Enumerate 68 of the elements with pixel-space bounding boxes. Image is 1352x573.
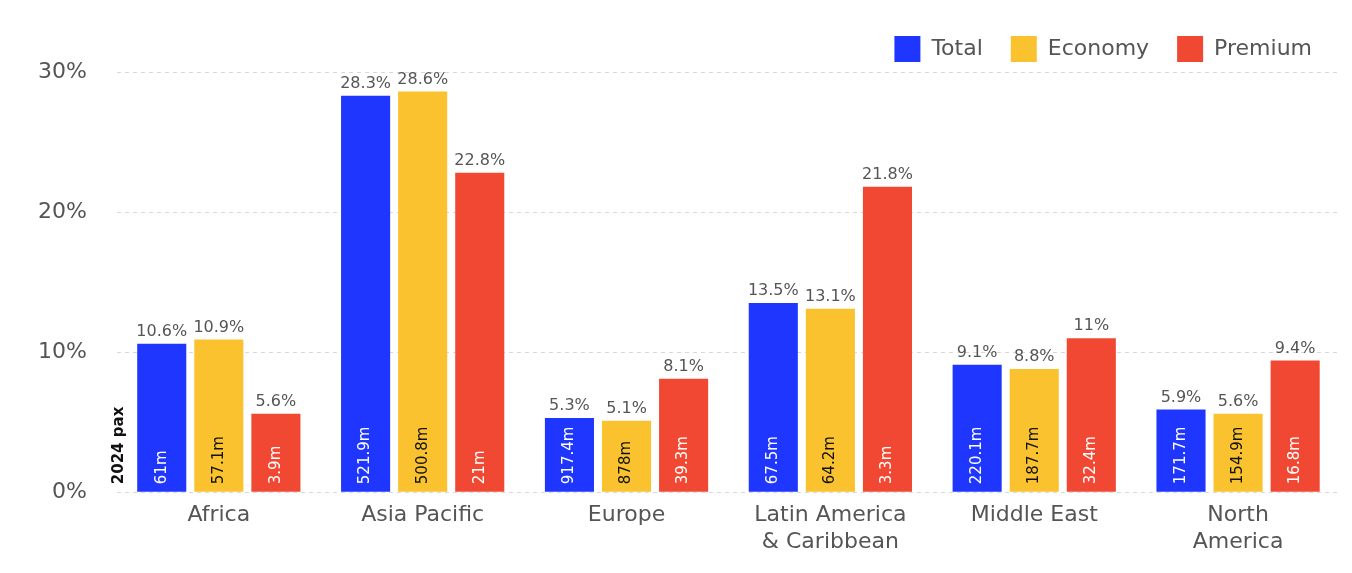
annotation: 187.7m bbox=[1024, 426, 1043, 485]
bar bbox=[1066, 338, 1116, 492]
x-tick-label: Africa bbox=[187, 501, 251, 527]
annotation: 917.4m bbox=[559, 426, 578, 485]
bar bbox=[952, 364, 1002, 492]
data-label: 13.5% bbox=[747, 280, 799, 300]
data-label: 5.6% bbox=[255, 390, 297, 410]
legend-label: Premium bbox=[1214, 34, 1313, 60]
bar bbox=[341, 95, 391, 492]
data-label: 10.6% bbox=[136, 320, 188, 340]
bar bbox=[862, 186, 912, 492]
bar bbox=[1156, 409, 1206, 492]
bar bbox=[251, 413, 301, 492]
data-label: 8.1% bbox=[663, 355, 704, 375]
data-label: 5.3% bbox=[549, 395, 590, 415]
data-label: 13.1% bbox=[804, 285, 856, 305]
y-tick-label: 0% bbox=[51, 477, 87, 503]
annotation: 171.7m bbox=[1170, 426, 1189, 485]
bar bbox=[398, 91, 448, 492]
annotation: 21m bbox=[469, 450, 488, 485]
data-label: 28.3% bbox=[340, 72, 392, 92]
bar bbox=[748, 303, 798, 492]
data-label: 28.6% bbox=[397, 68, 449, 88]
x-tick-label: Asia Pacific bbox=[361, 501, 485, 527]
annotation: 2024 pax bbox=[109, 406, 128, 485]
annotation: 16.8m bbox=[1285, 436, 1304, 485]
data-label: 9.4% bbox=[1274, 337, 1316, 357]
bar bbox=[1009, 368, 1059, 492]
annotation: 39.3m bbox=[673, 436, 692, 485]
data-label: 5.9% bbox=[1160, 386, 1202, 406]
x-tick-label: Latin America & Caribbean bbox=[754, 501, 907, 553]
data-label: 21.8% bbox=[862, 164, 913, 184]
y-tick-label: 30% bbox=[37, 57, 87, 83]
annotation: 154.9m bbox=[1227, 426, 1246, 485]
annotation: 57.1m bbox=[208, 436, 227, 485]
bar bbox=[137, 343, 187, 492]
annotation: 67.5m bbox=[763, 436, 782, 485]
annotation: 64.2m bbox=[820, 436, 839, 485]
annotation: 3.9m bbox=[265, 445, 284, 485]
bar bbox=[1213, 413, 1263, 492]
data-label: 9.1% bbox=[956, 341, 998, 361]
annotation: 220.1m bbox=[967, 426, 986, 485]
bar bbox=[805, 308, 855, 492]
data-label: 10.9% bbox=[193, 316, 245, 336]
data-label: 8.8% bbox=[1013, 346, 1055, 366]
legend-label: Total bbox=[930, 34, 983, 60]
bar bbox=[544, 417, 594, 492]
annotation: 3.3m bbox=[877, 445, 896, 485]
annotation: 878m bbox=[616, 440, 635, 485]
data-label: 11% bbox=[1073, 315, 1110, 335]
annotation: 61m bbox=[151, 450, 170, 485]
bar bbox=[601, 420, 652, 492]
annotation: 500.8m bbox=[412, 426, 431, 485]
x-tick-label: Middle East bbox=[970, 501, 1099, 527]
bar bbox=[1270, 360, 1320, 492]
annotation: 32.4m bbox=[1081, 436, 1100, 485]
data-label: 5.6% bbox=[1217, 390, 1259, 410]
y-tick-label: 10% bbox=[37, 337, 87, 363]
y-tick-label: 20% bbox=[37, 197, 87, 223]
bar bbox=[659, 378, 709, 492]
legend-label: Economy bbox=[1047, 34, 1150, 60]
data-label: 22.8% bbox=[454, 150, 506, 169]
x-tick-label: North America bbox=[1192, 501, 1284, 553]
annotation: 521.9m bbox=[355, 426, 374, 485]
bar bbox=[455, 172, 505, 492]
data-label: 5.1% bbox=[606, 397, 647, 417]
bar bbox=[194, 339, 244, 492]
x-tick-label: Europe bbox=[587, 501, 666, 527]
